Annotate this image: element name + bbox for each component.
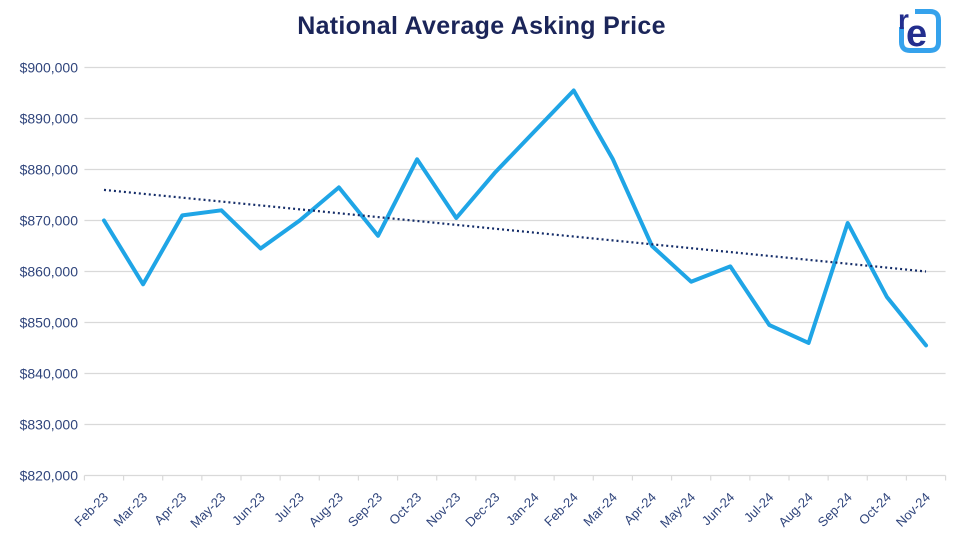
- x-axis-tick-label: Jan-24: [503, 490, 542, 529]
- x-axis-tick-label: May-23: [187, 490, 228, 531]
- x-axis-tick-label: Sep-23: [345, 490, 385, 530]
- x-axis-tick-label: Apr-24: [621, 490, 659, 528]
- y-axis-tick-label: $850,000: [20, 315, 79, 331]
- y-axis-tick-label: $890,000: [20, 111, 79, 127]
- trendline-dotted: [103, 188, 927, 273]
- x-axis-tick-label: Sep-24: [815, 490, 855, 530]
- x-axis-tick-label: Jun-24: [699, 490, 738, 529]
- y-axis-tick-label: $880,000: [20, 162, 79, 178]
- x-axis-tick-label: Aug-24: [775, 490, 815, 530]
- price-line-series: [102, 88, 928, 348]
- logo-letter-e: e: [906, 13, 927, 55]
- logo-letter-r: r: [898, 7, 909, 35]
- x-axis-tick-label: Jul-23: [271, 490, 307, 526]
- x-axis-tick-label: Dec-23: [462, 490, 502, 530]
- x-axis-tick-label: Feb-24: [541, 490, 581, 530]
- chart-title: National Average Asking Price: [297, 12, 666, 40]
- y-axis-tick-label: $860,000: [20, 264, 79, 280]
- x-axis-tick-label: Jul-24: [741, 490, 777, 526]
- y-axis-tick-label: $830,000: [20, 417, 79, 433]
- x-axis-tick-label: Jun-23: [229, 490, 268, 529]
- y-axis-tick-label: $870,000: [20, 213, 79, 229]
- logo-square-outline: [899, 9, 941, 53]
- x-axis-tick-label: Nov-24: [893, 490, 933, 530]
- x-axis-tick-label: Feb-23: [71, 490, 111, 530]
- x-axis-tick-label: Apr-23: [151, 490, 189, 528]
- y-axis-tick-label: $840,000: [20, 366, 79, 382]
- x-axis-tick-label: Oct-24: [856, 490, 894, 528]
- x-axis-tick-label: Nov-23: [423, 490, 463, 530]
- x-axis-tick-label: May-24: [657, 490, 698, 531]
- x-axis-tick-label: Mar-24: [580, 490, 620, 530]
- re-logo-icon: r e: [898, 7, 941, 55]
- y-axis-tick-label: $900,000: [20, 60, 79, 76]
- x-axis-tick-label: Oct-23: [386, 490, 424, 528]
- y-axis-tick-label: $820,000: [20, 468, 79, 484]
- x-axis-tick-label: Mar-23: [111, 490, 151, 530]
- x-axis-tick-label: Aug-23: [306, 490, 346, 530]
